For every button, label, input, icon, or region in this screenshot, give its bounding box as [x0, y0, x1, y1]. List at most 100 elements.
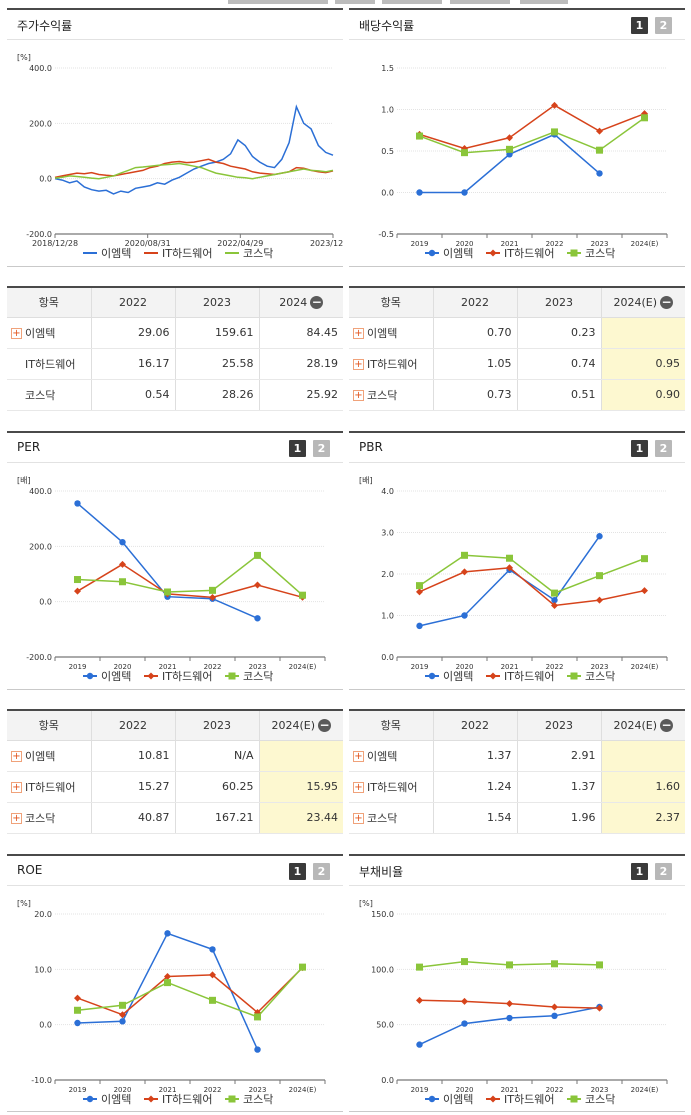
view-toggle-button-1[interactable]: 1 — [289, 440, 306, 457]
collapse-icon[interactable]: − — [318, 718, 332, 732]
data-point[interactable] — [254, 615, 261, 622]
data-point[interactable] — [596, 127, 603, 135]
data-point[interactable] — [641, 555, 648, 563]
data-point[interactable] — [74, 1006, 81, 1014]
data-point[interactable] — [416, 1041, 423, 1048]
data-point[interactable] — [119, 538, 126, 546]
data-point[interactable] — [74, 587, 81, 595]
data-point[interactable] — [74, 576, 81, 584]
data-point[interactable] — [299, 963, 306, 971]
legend-item[interactable]: IT하드웨어 — [486, 669, 554, 683]
expand-plus-icon[interactable]: + — [353, 390, 364, 401]
view-toggle-button-1[interactable]: 1 — [631, 17, 648, 34]
view-toggle-button-2[interactable]: 2 — [655, 17, 672, 34]
data-point[interactable] — [119, 1011, 126, 1019]
data-point[interactable] — [416, 963, 423, 971]
legend-item[interactable]: IT하드웨어 — [486, 246, 554, 260]
data-point[interactable] — [551, 602, 558, 610]
expand-plus-icon[interactable]: + — [353, 359, 364, 370]
data-point[interactable] — [641, 114, 648, 122]
data-point[interactable] — [164, 930, 171, 937]
legend-item[interactable]: IT하드웨어 — [144, 1092, 212, 1106]
legend-item[interactable]: 코스닥 — [567, 247, 615, 260]
data-point[interactable] — [596, 596, 603, 604]
data-point[interactable] — [299, 591, 306, 599]
data-point[interactable] — [506, 1000, 513, 1008]
data-point[interactable] — [209, 593, 216, 601]
data-point[interactable] — [506, 145, 513, 153]
data-point[interactable] — [596, 146, 603, 154]
collapse-icon[interactable]: − — [310, 295, 324, 309]
view-toggle-button-2[interactable]: 2 — [313, 863, 330, 880]
data-point[interactable] — [461, 149, 468, 157]
expand-plus-icon[interactable]: + — [11, 813, 22, 824]
data-point[interactable] — [461, 568, 468, 576]
legend-item[interactable]: 코스닥 — [225, 1093, 273, 1106]
data-point[interactable] — [551, 1012, 558, 1020]
view-toggle-button-1[interactable]: 1 — [289, 863, 306, 880]
legend-item[interactable]: 코스닥 — [225, 247, 273, 260]
legend-item[interactable]: IT하드웨어 — [144, 246, 212, 260]
data-point[interactable] — [506, 564, 513, 572]
data-point[interactable] — [209, 996, 216, 1004]
data-point[interactable] — [461, 145, 468, 153]
expand-plus-icon[interactable]: + — [353, 751, 364, 762]
legend-item[interactable]: 이엠텍 — [83, 247, 131, 260]
data-point[interactable] — [74, 994, 81, 1002]
collapse-icon[interactable]: − — [660, 718, 674, 732]
data-point[interactable] — [506, 134, 513, 142]
data-point[interactable] — [551, 596, 558, 604]
expand-plus-icon[interactable]: + — [353, 328, 364, 339]
data-point[interactable] — [461, 997, 468, 1005]
data-point[interactable] — [119, 578, 126, 586]
data-point[interactable] — [254, 1008, 261, 1016]
expand-plus-icon[interactable]: + — [11, 782, 22, 793]
data-point[interactable] — [164, 973, 171, 981]
legend-item[interactable]: 코스닥 — [225, 670, 273, 683]
legend-item[interactable]: 이엠텍 — [425, 247, 473, 260]
data-point[interactable] — [74, 1019, 81, 1027]
legend-item[interactable]: 코스닥 — [567, 670, 615, 683]
legend-item[interactable]: 이엠텍 — [83, 670, 131, 683]
data-point[interactable] — [416, 588, 423, 596]
data-point[interactable] — [596, 533, 603, 540]
view-toggle-button-2[interactable]: 2 — [655, 440, 672, 457]
data-point[interactable] — [254, 551, 261, 559]
data-point[interactable] — [254, 581, 261, 589]
view-toggle-button-2[interactable]: 2 — [655, 863, 672, 880]
data-point[interactable] — [119, 1001, 126, 1009]
data-point[interactable] — [596, 1004, 603, 1012]
data-point[interactable] — [209, 971, 216, 979]
data-point[interactable] — [119, 1018, 126, 1025]
data-point[interactable] — [596, 170, 603, 177]
data-point[interactable] — [506, 554, 513, 562]
legend-item[interactable]: 이엠텍 — [425, 1093, 473, 1106]
data-point[interactable] — [416, 622, 423, 630]
data-point[interactable] — [461, 612, 468, 619]
data-point[interactable] — [551, 128, 558, 136]
expand-plus-icon[interactable]: + — [353, 782, 364, 793]
data-point[interactable] — [254, 1013, 261, 1021]
data-point[interactable] — [596, 572, 603, 580]
data-point[interactable] — [416, 996, 423, 1004]
expand-plus-icon[interactable]: + — [11, 751, 22, 762]
expand-plus-icon[interactable]: + — [11, 328, 22, 339]
data-point[interactable] — [461, 189, 468, 196]
data-point[interactable] — [596, 961, 603, 969]
data-point[interactable] — [551, 1003, 558, 1011]
view-toggle-button-2[interactable]: 2 — [313, 440, 330, 457]
view-toggle-button-1[interactable]: 1 — [631, 440, 648, 457]
data-point[interactable] — [641, 587, 648, 595]
data-point[interactable] — [506, 961, 513, 969]
legend-item[interactable]: IT하드웨어 — [144, 669, 212, 683]
data-point[interactable] — [74, 500, 81, 507]
data-point[interactable] — [164, 588, 171, 596]
data-point[interactable] — [461, 551, 468, 559]
data-point[interactable] — [551, 101, 558, 109]
legend-item[interactable]: 코스닥 — [567, 1093, 615, 1106]
legend-item[interactable]: 이엠텍 — [83, 1093, 131, 1106]
data-point[interactable] — [461, 958, 468, 966]
data-point[interactable] — [461, 1020, 468, 1027]
expand-plus-icon[interactable]: + — [353, 813, 364, 824]
data-point[interactable] — [119, 560, 126, 568]
